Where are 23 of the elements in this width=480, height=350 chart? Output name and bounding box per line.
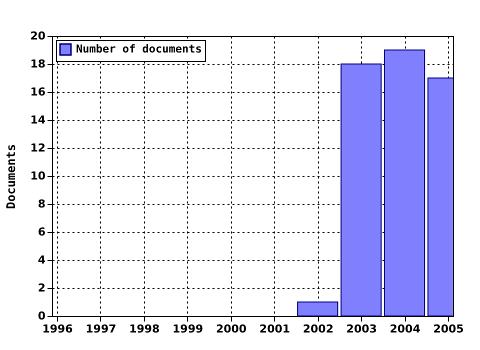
x-tick-label: 1999 (172, 322, 204, 336)
y-tick-label: 16 (30, 86, 46, 98)
x-tick-label: 1996 (42, 322, 74, 336)
y-tick-label: 12 (30, 142, 46, 154)
y-tick-label: 20 (30, 30, 46, 42)
y-tick-label: 4 (38, 254, 46, 266)
y-tick-label: 18 (30, 58, 46, 70)
y-tick-label: 14 (30, 114, 46, 126)
x-tick-label: 2000 (216, 322, 247, 336)
x-tick-label: 2002 (302, 322, 334, 336)
y-tick-label: 0 (38, 310, 46, 322)
y-tick-label: 2 (38, 282, 46, 294)
y-tick-label: 6 (38, 226, 46, 238)
y-axis-title: Documents (4, 144, 18, 210)
legend-label: Number of documents (76, 42, 202, 56)
x-tick-label: 1997 (86, 322, 116, 336)
x-tick-label: 2001 (259, 322, 290, 336)
y-tick-label: 10 (30, 170, 46, 182)
x-tick-label: 2005 (433, 322, 464, 336)
x-tick-label: 2003 (346, 322, 377, 336)
x-tick-label: 2004 (390, 322, 421, 336)
y-tick-label: 8 (38, 198, 46, 210)
x-tick-label: 1998 (129, 322, 160, 336)
